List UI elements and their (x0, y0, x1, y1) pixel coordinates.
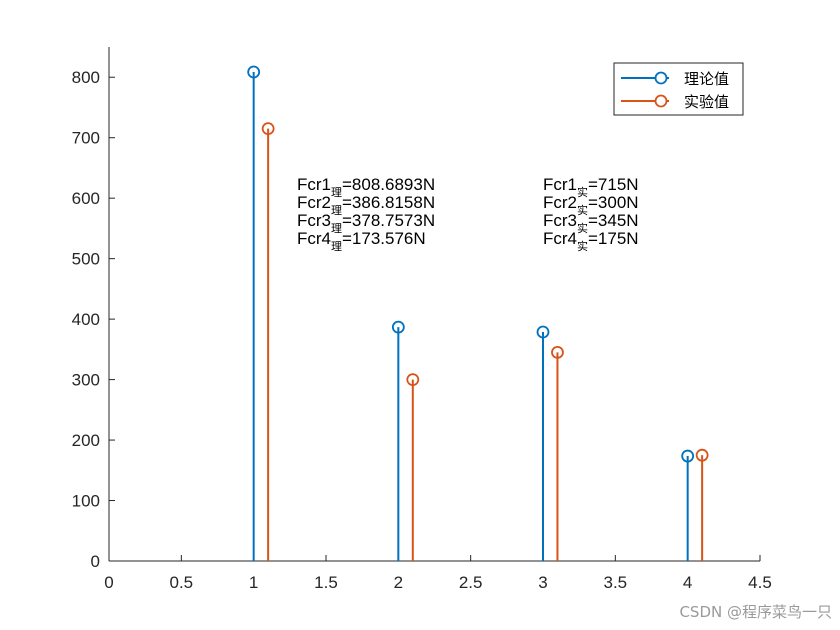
y-tick-label: 800 (72, 68, 100, 87)
x-tick-label: 1.5 (314, 573, 338, 592)
stem-marker (261, 122, 275, 136)
annotation-line: Fcr1实=715N (543, 175, 639, 199)
stem-marker (406, 373, 420, 386)
y-tick-label: 400 (72, 310, 100, 329)
stem-marker (551, 345, 564, 359)
stem-marker (536, 325, 550, 339)
stem-series-1 (247, 65, 695, 561)
annotation-line: Fcr3理=378.7573N (297, 211, 435, 235)
annotation-line: Fcr2实=300N (543, 193, 639, 217)
annotation-line: Fcr3实=345N (543, 211, 639, 235)
x-tick-label: 2 (394, 573, 403, 592)
legend-label: 理论值 (684, 70, 729, 88)
stem-marker (391, 320, 405, 334)
annotation-line: Fcr4实=175N (543, 229, 639, 253)
y-tick-label: 200 (72, 431, 100, 450)
x-tick-label: 4 (683, 573, 692, 592)
watermark: CSDN @程序菜鸟一只 (679, 603, 832, 621)
x-tick-label: 0 (104, 573, 113, 592)
annotation-line: Fcr2理=386.8158N (297, 193, 435, 217)
legend-marker (654, 94, 668, 108)
y-tick-label: 700 (72, 129, 100, 148)
x-tick-label: 2.5 (459, 573, 483, 592)
y-tick-label: 600 (72, 189, 100, 208)
x-tick-label: 1 (249, 573, 258, 592)
x-tick-label: 3.5 (604, 573, 628, 592)
legend-box (613, 62, 744, 116)
stem-marker (695, 448, 709, 462)
x-tick-label: 3 (538, 573, 547, 592)
y-tick-label: 100 (72, 492, 100, 511)
legend-label: 实验值 (684, 93, 729, 111)
annotation-theory: Fcr1理=808.6893NFcr2理=386.8158NFcr3理=378.… (297, 175, 435, 253)
y-tick-label: 300 (72, 371, 100, 390)
legend-entry-2: 实验值 (621, 93, 729, 111)
annotation-group: Fcr1理=808.6893NFcr2理=386.8158NFcr3理=378.… (297, 175, 639, 253)
axes (108, 47, 760, 562)
stem-marker (681, 449, 695, 463)
stem-marker (247, 65, 261, 79)
annotation-line: Fcr4理=173.576N (297, 229, 426, 253)
legend-marker (654, 71, 668, 85)
y-tick-label: 0 (91, 552, 100, 571)
x-tick-label: 0.5 (170, 573, 194, 592)
tick-group: 0 0.5 1 1.5 2 2.5 3 3.5 4 4.5 0 100 200 300 400 500 600 7… (72, 68, 772, 592)
annotation-line: Fcr1理=808.6893N (297, 175, 435, 199)
stem-series-group (247, 65, 709, 561)
stem-series-2 (261, 122, 709, 561)
y-tick-label: 500 (72, 250, 100, 269)
legend-entry-1: 理论值 (621, 70, 729, 88)
x-tick-label: 4.5 (748, 573, 772, 592)
